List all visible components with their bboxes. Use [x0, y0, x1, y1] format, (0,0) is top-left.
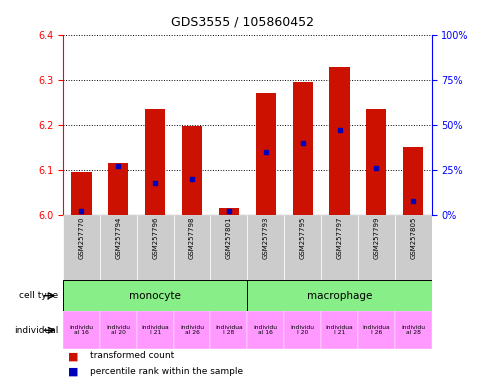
Bar [394, 311, 431, 349]
Text: individua
l 28: individua l 28 [215, 325, 242, 336]
Text: GSM257797: GSM257797 [336, 217, 342, 260]
Text: GSM257801: GSM257801 [226, 217, 231, 260]
Text: GSM257798: GSM257798 [189, 217, 195, 260]
Bar [255, 93, 275, 215]
Bar [357, 215, 394, 280]
Bar [247, 280, 431, 311]
Bar [210, 311, 247, 349]
Bar [173, 311, 210, 349]
Text: individu
l 20: individu l 20 [290, 325, 314, 336]
Bar [284, 311, 320, 349]
Text: monocyte: monocyte [129, 291, 181, 301]
Text: individual: individual [14, 326, 58, 335]
Bar [173, 215, 210, 280]
Bar [63, 311, 100, 349]
Bar [218, 208, 239, 215]
Bar [247, 215, 284, 280]
Bar [292, 82, 312, 215]
Bar [136, 215, 173, 280]
Text: GDS3555 / 105860452: GDS3555 / 105860452 [171, 15, 313, 28]
Text: percentile rank within the sample: percentile rank within the sample [90, 367, 242, 376]
Bar [71, 172, 91, 215]
Text: GSM257770: GSM257770 [78, 217, 84, 260]
Bar [145, 109, 165, 215]
Text: macrophage: macrophage [306, 291, 371, 301]
Bar [63, 215, 100, 280]
Bar [100, 215, 136, 280]
Text: individu
al 26: individu al 26 [180, 325, 204, 336]
Bar [329, 67, 349, 215]
Text: ■: ■ [68, 351, 78, 361]
Bar [394, 215, 431, 280]
Text: GSM257805: GSM257805 [409, 217, 415, 259]
Text: GSM257796: GSM257796 [152, 217, 158, 260]
Bar [63, 280, 247, 311]
Bar [136, 311, 173, 349]
Text: individu
al 16: individu al 16 [69, 325, 93, 336]
Bar [365, 109, 386, 215]
Text: individu
al 20: individu al 20 [106, 325, 130, 336]
Bar [182, 126, 202, 215]
Text: GSM257794: GSM257794 [115, 217, 121, 259]
Bar [210, 215, 247, 280]
Bar [108, 163, 128, 215]
Text: GSM257795: GSM257795 [299, 217, 305, 259]
Text: ■: ■ [68, 367, 78, 377]
Text: cell type: cell type [19, 291, 58, 300]
Text: individu
al 16: individu al 16 [253, 325, 277, 336]
Bar [247, 311, 284, 349]
Text: individua
l 21: individua l 21 [325, 325, 352, 336]
Text: GSM257793: GSM257793 [262, 217, 268, 260]
Bar [357, 311, 394, 349]
Text: GSM257799: GSM257799 [373, 217, 378, 260]
Bar [320, 215, 357, 280]
Bar [320, 311, 357, 349]
Text: individu
al 28: individu al 28 [400, 325, 424, 336]
Text: individua
l 21: individua l 21 [141, 325, 168, 336]
Text: individua
l 26: individua l 26 [362, 325, 389, 336]
Text: transformed count: transformed count [90, 351, 174, 360]
Bar [402, 147, 423, 215]
Bar [284, 215, 320, 280]
Bar [100, 311, 136, 349]
